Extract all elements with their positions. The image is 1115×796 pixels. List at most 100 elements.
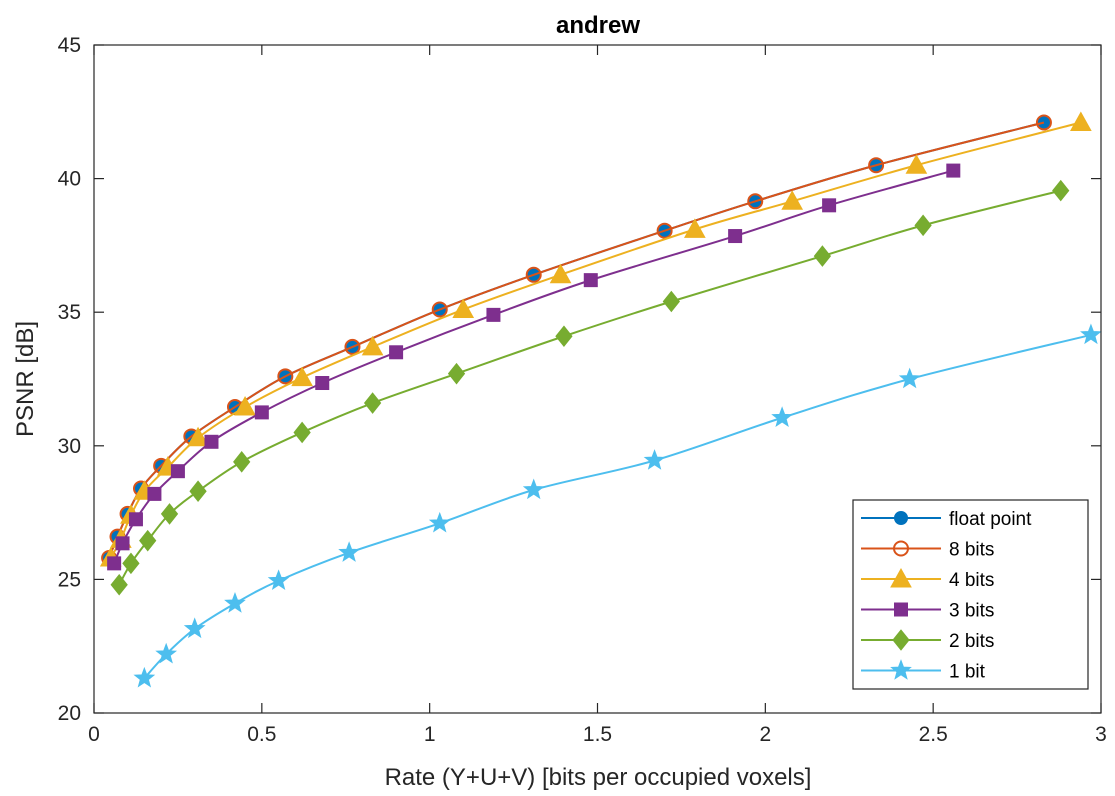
- series-2-bits: [110, 179, 1070, 596]
- marker-point: [204, 434, 219, 449]
- marker-point: [293, 421, 311, 444]
- marker-legend: [893, 540, 909, 557]
- series-line: [118, 189, 1061, 586]
- marker-point: [128, 512, 143, 527]
- marker-point: [781, 190, 804, 210]
- marker-point: [361, 335, 384, 356]
- x-tick-label: 3: [1095, 723, 1107, 746]
- marker-point: [1035, 114, 1052, 131]
- plot-area: [99, 111, 1102, 688]
- legend-label: 4 bits: [949, 570, 994, 591]
- marker-point: [155, 642, 178, 664]
- marker-point: [555, 325, 573, 348]
- marker-point: [447, 362, 466, 385]
- x-tick-label: 0: [88, 723, 100, 746]
- marker-point: [344, 338, 361, 355]
- marker-point: [277, 368, 294, 385]
- marker-point: [363, 392, 382, 414]
- marker-point: [662, 290, 680, 313]
- legend-entry: 1 bit: [861, 659, 986, 683]
- series-1-bit: [133, 323, 1102, 688]
- legend-label: 8 bits: [949, 540, 994, 561]
- axes: 0 0.5 1 1.5 2 2.5 3 20 25 30 35 40 45: [58, 34, 1107, 746]
- marker-legend: [894, 602, 908, 617]
- y-tick-label: 30: [58, 435, 81, 458]
- marker-legend: [890, 659, 912, 680]
- marker-point: [107, 556, 122, 571]
- marker-point: [583, 273, 598, 288]
- marker-point: [389, 345, 404, 360]
- legend-label: 3 bits: [949, 601, 994, 622]
- marker-point: [813, 245, 832, 267]
- marker-point: [643, 449, 666, 470]
- marker-point: [234, 396, 256, 416]
- marker-point: [1070, 111, 1092, 131]
- marker-point: [486, 307, 501, 322]
- x-tick-label: 1: [424, 723, 436, 746]
- y-tick-label: 25: [58, 568, 81, 591]
- marker-point: [1080, 323, 1102, 345]
- marker-point: [728, 229, 743, 244]
- y-tick-label: 40: [58, 168, 81, 191]
- x-tick-label: 1.5: [583, 723, 612, 746]
- marker-point: [338, 541, 360, 562]
- legend-entry: float point: [861, 509, 1032, 530]
- legend-box: [852, 499, 1089, 690]
- legend-entry: 8 bits: [861, 540, 994, 561]
- marker-point: [291, 366, 313, 387]
- marker-point: [1052, 179, 1070, 202]
- chart-title: andrew: [556, 12, 640, 39]
- legend-label: 2 bits: [949, 631, 994, 652]
- x-tick-label: 0.5: [247, 723, 276, 746]
- marker-point: [139, 529, 157, 552]
- marker-point: [656, 222, 673, 239]
- marker-legend: [892, 629, 910, 651]
- marker-point: [914, 214, 932, 237]
- legend-entry: 4 bits: [861, 567, 994, 591]
- marker-point: [683, 218, 706, 238]
- y-tick-label: 20: [58, 702, 81, 725]
- legend-entry: 2 bits: [861, 629, 994, 652]
- marker-point: [946, 163, 961, 178]
- marker-point: [110, 573, 128, 596]
- x-tick-label: 2.5: [919, 723, 948, 746]
- marker-point: [189, 480, 207, 503]
- marker-point: [771, 406, 793, 427]
- marker-point: [224, 592, 246, 613]
- marker-point: [315, 376, 330, 391]
- marker-point: [254, 405, 269, 420]
- marker-point: [233, 451, 251, 473]
- marker-point: [868, 157, 885, 174]
- marker-point: [452, 298, 475, 319]
- legend-entry: 3 bits: [861, 601, 994, 622]
- marker-point: [147, 486, 162, 501]
- marker-point: [747, 193, 764, 210]
- y-axis-label: PSNR [dB]: [12, 321, 39, 437]
- y-tick-label: 45: [58, 34, 81, 57]
- marker-legend: [890, 567, 912, 588]
- marker-point: [133, 666, 156, 688]
- x-tick-label: 2: [759, 723, 771, 746]
- marker-point: [183, 617, 206, 639]
- marker-point: [431, 301, 448, 318]
- marker-point: [428, 511, 451, 533]
- series-3-bits: [107, 163, 961, 571]
- marker-point: [822, 198, 837, 213]
- marker-point: [898, 367, 921, 389]
- marker-point: [549, 263, 572, 284]
- marker-point: [122, 552, 140, 575]
- legend-label: 1 bit: [949, 662, 986, 683]
- y-tick-label: 35: [58, 301, 81, 324]
- marker-point: [170, 464, 185, 479]
- legend-label: float point: [949, 509, 1032, 530]
- marker-point: [115, 536, 130, 551]
- marker-point: [905, 154, 928, 174]
- marker-point: [525, 266, 542, 283]
- legend: float point 8 bits 4 bits 3 bits 2 bits 1 bit: [852, 499, 1089, 690]
- marker-point: [187, 426, 209, 447]
- marker-point: [522, 478, 545, 500]
- marker-point: [267, 569, 290, 590]
- marker-point: [160, 503, 179, 525]
- x-axis-label: Rate (Y+U+V) [bits per occupied voxels]: [385, 764, 812, 791]
